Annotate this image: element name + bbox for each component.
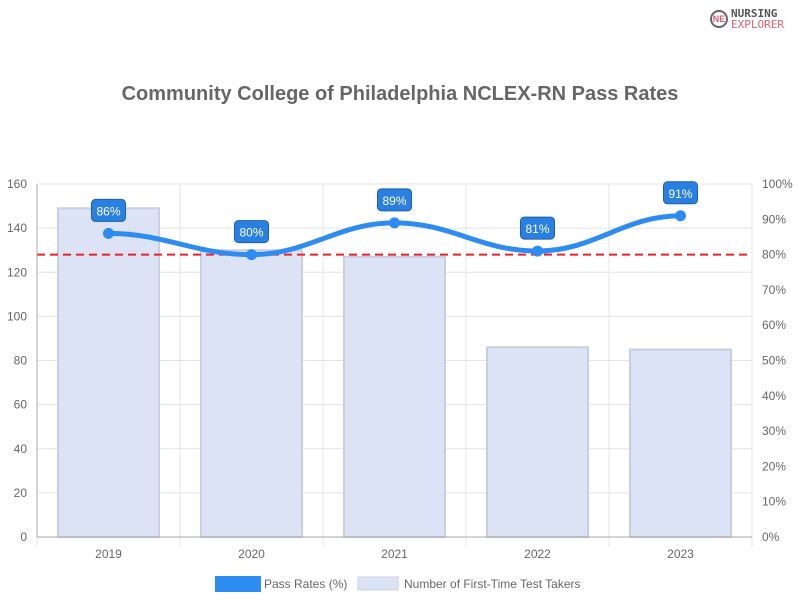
pass-rate-label-box <box>377 188 412 212</box>
left-tick-label: 20 <box>14 486 28 500</box>
left-tick-label: 140 <box>7 221 27 235</box>
right-tick-label: 100% <box>762 177 793 191</box>
left-tick-label: 60 <box>14 398 28 412</box>
pass-rate-data-label: 91% <box>668 187 692 201</box>
bar-test-takers-2022 <box>486 346 589 539</box>
bar-test-takers-2021 <box>343 255 446 538</box>
logo-mark-icon: NE <box>710 10 728 28</box>
right-tick-label: 80% <box>762 248 786 262</box>
logo-line2: EXPLORER <box>731 18 784 31</box>
right-tick-label: 60% <box>762 318 786 332</box>
right-tick-label: 30% <box>762 424 786 438</box>
legend-swatch-pass-rates <box>215 576 261 592</box>
legend-label-test-takers: Number of First-Time Test Takers <box>404 577 580 591</box>
pass-rate-label-box <box>663 181 698 205</box>
right-tick-label: 70% <box>762 283 786 297</box>
left-tick-label: 0 <box>20 530 27 544</box>
right-tick-label: 40% <box>762 389 786 403</box>
pass-rate-label-box <box>520 216 555 240</box>
right-tick-label: 10% <box>762 495 786 509</box>
right-tick-label: 90% <box>762 212 786 226</box>
pass-rate-data-label: 80% <box>239 226 263 240</box>
pass-rate-data-label: 86% <box>96 204 120 218</box>
x-tick-label: 2019 <box>95 547 122 561</box>
pass-rate-data-label: 81% <box>525 222 549 236</box>
pass-rate-point <box>246 249 257 261</box>
right-tick-label: 0% <box>762 530 780 544</box>
legend-label-pass-rates: Pass Rates (%) <box>264 577 347 591</box>
pass-rate-label-box <box>91 198 126 222</box>
logo-line1: NURSING <box>731 7 778 20</box>
left-tick-label: 80 <box>14 354 28 368</box>
pass-rate-point <box>389 217 400 229</box>
pass-rate-point <box>532 245 543 257</box>
x-tick-label: 2023 <box>667 547 694 561</box>
left-tick-label: 160 <box>7 177 27 191</box>
left-tick-label: 120 <box>7 265 27 279</box>
bar-test-takers-2020 <box>200 249 303 538</box>
pass-rate-data-label: 89% <box>382 194 406 208</box>
pass-rate-label-box <box>234 220 269 244</box>
right-tick-label: 50% <box>762 354 786 368</box>
bar-test-takers-2019 <box>57 207 160 539</box>
x-tick-label: 2020 <box>238 547 265 561</box>
x-tick-label: 2021 <box>381 547 408 561</box>
pass-rate-point <box>103 227 114 239</box>
bar-test-takers-2023 <box>629 348 732 538</box>
legend-swatch-test-takers <box>357 576 399 591</box>
right-tick-label: 20% <box>762 459 786 473</box>
nursing-explorer-logo: NE NURSING EXPLORER <box>710 8 784 30</box>
pass-rate-point <box>675 210 686 222</box>
left-tick-label: 100 <box>7 309 27 323</box>
x-tick-label: 2022 <box>524 547 551 561</box>
chart-title: Community College of Philadelphia NCLEX-… <box>122 83 679 105</box>
left-tick-label: 40 <box>14 442 28 456</box>
